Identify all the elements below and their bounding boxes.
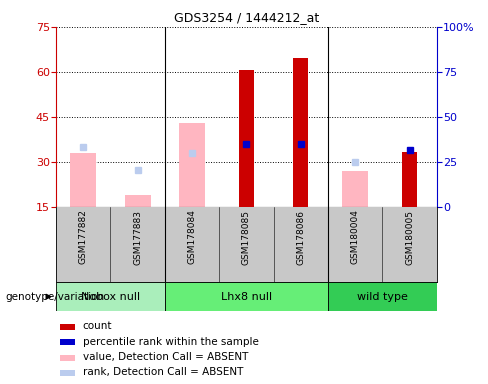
Text: GSM178084: GSM178084	[187, 210, 197, 265]
Bar	[328, 282, 437, 311]
Text: GSM177882: GSM177882	[79, 210, 88, 265]
Text: GSM177883: GSM177883	[133, 210, 142, 265]
Text: rank, Detection Call = ABSENT: rank, Detection Call = ABSENT	[83, 367, 243, 377]
Text: percentile rank within the sample: percentile rank within the sample	[83, 337, 259, 347]
Bar	[60, 339, 75, 346]
Text: genotype/variation: genotype/variation	[5, 291, 104, 302]
Bar	[293, 58, 308, 207]
Bar	[60, 324, 75, 330]
Text: Lhx8 null: Lhx8 null	[221, 291, 272, 302]
Bar	[56, 282, 165, 311]
Bar	[60, 355, 75, 361]
Bar	[70, 153, 97, 207]
Bar	[239, 71, 254, 207]
Text: GSM178086: GSM178086	[296, 210, 305, 265]
Bar	[165, 282, 328, 311]
Text: GSM180004: GSM180004	[351, 210, 360, 265]
Text: Nobox null: Nobox null	[81, 291, 140, 302]
Text: count: count	[83, 321, 112, 331]
Text: value, Detection Call = ABSENT: value, Detection Call = ABSENT	[83, 352, 248, 362]
Bar	[179, 123, 205, 207]
Bar	[342, 171, 368, 207]
Text: GSM178085: GSM178085	[242, 210, 251, 265]
Bar	[402, 152, 417, 207]
Text: GSM180005: GSM180005	[405, 210, 414, 265]
Text: wild type: wild type	[357, 291, 408, 302]
Bar	[60, 370, 75, 376]
Title: GDS3254 / 1444212_at: GDS3254 / 1444212_at	[174, 11, 319, 24]
Bar	[124, 195, 151, 207]
